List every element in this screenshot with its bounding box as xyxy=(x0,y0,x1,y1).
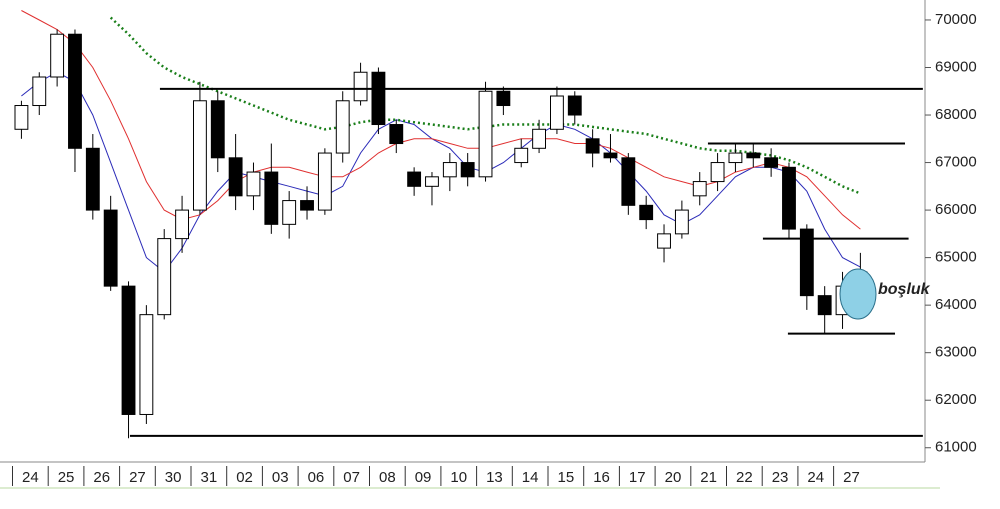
candle-body xyxy=(603,152,618,159)
candle-body xyxy=(585,138,600,154)
x-tick-label: 22 xyxy=(736,469,753,486)
y-tick-label: 61000 xyxy=(935,439,977,456)
x-tick-label: 15 xyxy=(558,469,575,486)
gap-highlight xyxy=(839,268,877,320)
x-tick-label: 21 xyxy=(700,469,717,486)
candle-body xyxy=(246,171,261,197)
x-tick-label: 02 xyxy=(236,469,253,486)
candle-body xyxy=(674,209,689,235)
candle-body xyxy=(692,181,707,197)
plot-area xyxy=(14,10,923,439)
x-tick-label: 25 xyxy=(58,469,75,486)
candle-body xyxy=(371,71,386,126)
candle-body xyxy=(550,95,564,130)
candle-body xyxy=(460,162,475,178)
candle-body xyxy=(478,90,493,178)
candle-body xyxy=(532,128,547,149)
candle-body xyxy=(442,162,457,178)
candle-body xyxy=(353,71,368,102)
candle-body xyxy=(728,152,743,164)
y-tick-label: 63000 xyxy=(935,344,977,361)
y-tick-label: 68000 xyxy=(935,106,977,123)
candle-body xyxy=(50,33,65,78)
candle-body xyxy=(14,105,29,130)
y-tick-label: 62000 xyxy=(935,391,977,408)
x-tick-label: 27 xyxy=(843,469,860,486)
x-tick-label: 16 xyxy=(593,469,610,486)
candle-body xyxy=(710,162,725,183)
candle-body xyxy=(157,238,172,316)
candle-body xyxy=(389,124,404,145)
candle-body xyxy=(103,209,118,287)
candle-body xyxy=(657,233,671,249)
y-tick-label: 66000 xyxy=(935,201,977,218)
candle-body xyxy=(121,285,136,415)
x-tick-label: 09 xyxy=(415,469,432,486)
x-tick-label: 27 xyxy=(129,469,146,486)
x-tick-label: 03 xyxy=(272,469,289,486)
x-tick-label: 13 xyxy=(486,469,503,486)
candle-body xyxy=(514,147,529,164)
candle-body xyxy=(317,152,332,211)
x-tick-label: 20 xyxy=(665,469,682,486)
y-tick-label: 67000 xyxy=(935,154,977,171)
annotation: boşluk xyxy=(878,281,931,298)
x-tick-label: 30 xyxy=(165,469,182,486)
x-tick-label: 10 xyxy=(450,469,467,486)
candle-body xyxy=(496,90,511,107)
candle-body xyxy=(210,100,225,159)
y-tick-label: 65000 xyxy=(935,249,977,266)
candle-body xyxy=(68,33,82,149)
y-tick-label: 64000 xyxy=(935,296,977,313)
candle-body xyxy=(746,152,761,159)
candle-body xyxy=(139,314,154,415)
x-tick-label: 26 xyxy=(93,469,110,486)
candle-body xyxy=(764,157,779,168)
candle-body xyxy=(300,200,314,211)
candle-body xyxy=(175,209,189,240)
x-tick-label: 06 xyxy=(308,469,325,486)
y-tick-label: 70000 xyxy=(935,11,977,28)
x-tick-label: 31 xyxy=(201,469,218,486)
candle-body xyxy=(639,204,654,221)
x-tick-label: 07 xyxy=(343,469,360,486)
x-tick-label: 24 xyxy=(22,469,39,486)
candle-body xyxy=(85,147,100,211)
candle-body xyxy=(817,295,832,316)
candle-body xyxy=(264,171,279,225)
x-tick-label: 17 xyxy=(629,469,646,486)
candle-body xyxy=(407,171,422,187)
y-tick-label: 69000 xyxy=(935,58,977,75)
candle-body xyxy=(228,157,243,197)
candle-body xyxy=(799,228,814,297)
candle-body xyxy=(32,76,47,107)
x-tick-label: 24 xyxy=(807,469,824,486)
x-tick-label: 08 xyxy=(379,469,396,486)
candle-body xyxy=(425,176,439,187)
x-tick-label: 23 xyxy=(772,469,789,486)
candle-body xyxy=(621,157,636,206)
candle-body xyxy=(567,95,582,116)
candle-body xyxy=(782,166,796,230)
candle-body xyxy=(335,100,350,154)
x-tick-label: 14 xyxy=(522,469,539,486)
candle-body xyxy=(192,100,207,211)
candle-body xyxy=(282,200,297,225)
